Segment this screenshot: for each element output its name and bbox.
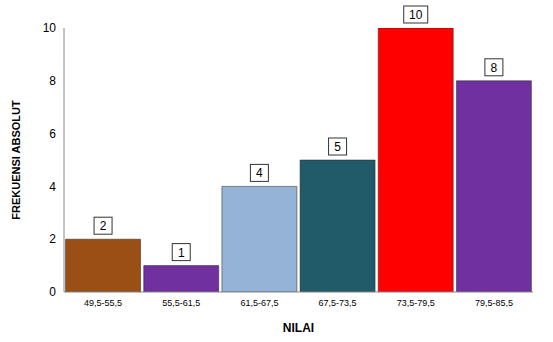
svg-text:73,5-79,5: 73,5-79,5 — [397, 298, 435, 308]
svg-text:0: 0 — [49, 285, 56, 299]
svg-text:10: 10 — [409, 8, 423, 22]
svg-text:8: 8 — [49, 74, 56, 88]
svg-text:1: 1 — [178, 246, 185, 260]
svg-text:5: 5 — [334, 140, 341, 154]
svg-text:61,5-67,5: 61,5-67,5 — [240, 298, 278, 308]
svg-text:2: 2 — [49, 232, 56, 246]
svg-text:67,5-73,5: 67,5-73,5 — [319, 298, 357, 308]
svg-text:4: 4 — [49, 180, 56, 194]
svg-text:8: 8 — [491, 61, 498, 75]
svg-text:6: 6 — [49, 127, 56, 141]
svg-text:79,5-85,5: 79,5-85,5 — [475, 298, 513, 308]
svg-text:55,5-61,5: 55,5-61,5 — [162, 298, 200, 308]
svg-text:4: 4 — [256, 166, 263, 180]
svg-text:FREKUENSI ABSOLUT: FREKUENSI ABSOLUT — [10, 100, 22, 220]
svg-text:10: 10 — [43, 21, 57, 35]
svg-text:NILAI: NILAI — [283, 321, 314, 335]
svg-text:49,5-55,5: 49,5-55,5 — [84, 298, 122, 308]
svg-text:2: 2 — [100, 219, 107, 233]
